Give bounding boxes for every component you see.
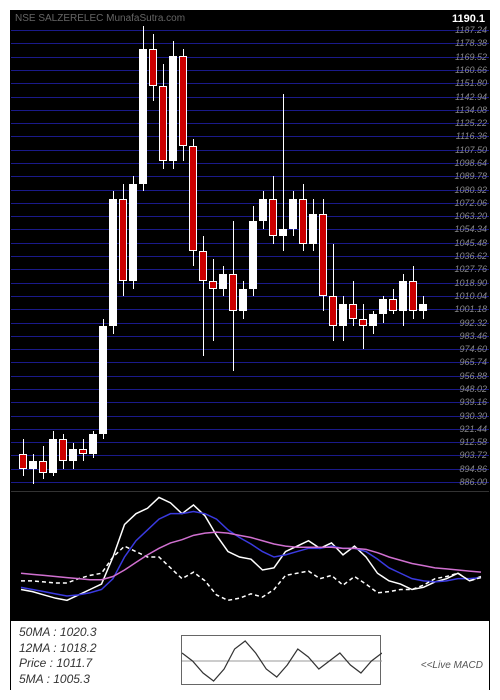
chart-container: NSE SALZERELEC MunafaSutra.com 1190.1 11… [10, 10, 490, 690]
info-panel: 50MA : 1020.3 12MA : 1018.2 Price : 1011… [11, 621, 489, 691]
live-macd-label: <<Live MACD [421, 660, 483, 671]
price-panel[interactable]: 1190.1 1187.241178.381169.521160.661151.… [11, 11, 489, 491]
mini-macd-chart [181, 635, 381, 685]
chart-title: NSE SALZERELEC MunafaSutra.com [15, 13, 185, 24]
macd-panel[interactable] [11, 491, 489, 621]
macd-lines [11, 492, 491, 622]
mini-macd-line [182, 636, 382, 686]
top-price-label: 1190.1 [452, 13, 485, 25]
